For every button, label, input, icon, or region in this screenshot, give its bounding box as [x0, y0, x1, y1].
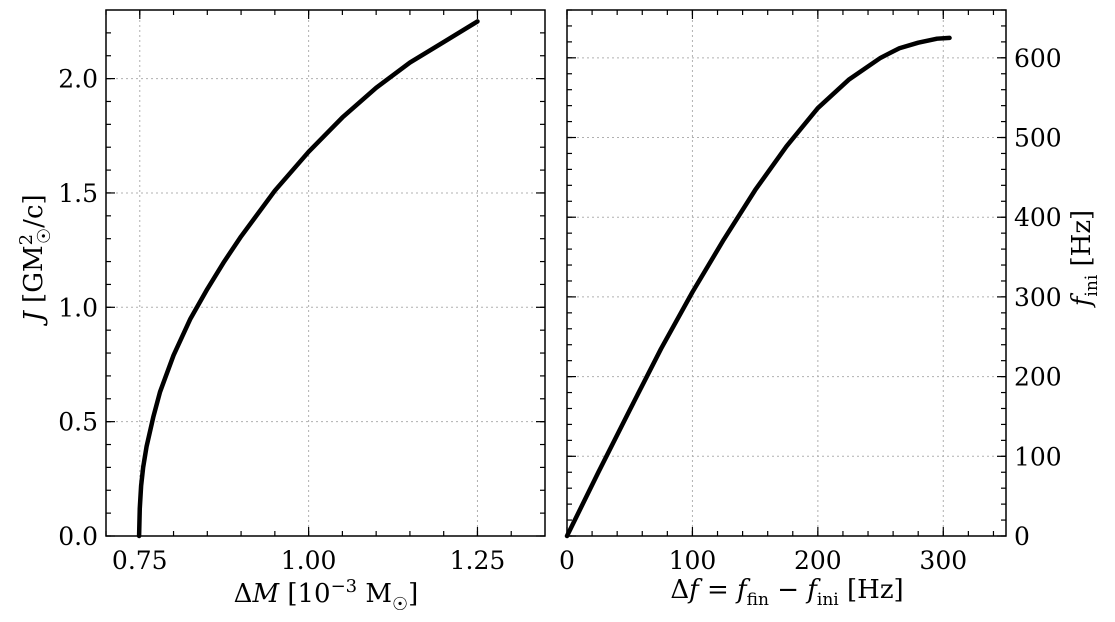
left-ytick-label: 1.0	[58, 293, 98, 322]
right-ticks	[566, 9, 1006, 537]
left-xtick-label: 1.00	[281, 546, 337, 575]
left-tick-labels: 0.75 1.00 1.25 0.0 0.5 1.0 1.5 2.0	[58, 65, 505, 575]
right-xtick-label: 300	[919, 546, 967, 575]
left-xtick-label: 0.75	[112, 546, 168, 575]
left-series-line	[136, 19, 480, 539]
left-xlabel: ΔM [10−3 M☉]	[234, 576, 419, 615]
right-xtick-label: 0	[559, 546, 575, 575]
right-series-line	[564, 35, 952, 539]
right-ylabel: fini [Hz]	[1067, 210, 1102, 308]
left-ytick-label: 0.0	[58, 522, 98, 551]
right-ytick-label: 300	[1014, 283, 1062, 312]
left-xtick-label: 1.25	[450, 546, 506, 575]
left-panel: 0.75 1.00 1.25 0.0 0.5 1.0 1.5 2.0 ΔM [10−3 M☉]…	[16, 9, 546, 615]
left-ytick-label: 0.5	[58, 408, 98, 437]
left-plot-frame	[105, 9, 546, 537]
left-ytick-label: 2.0	[58, 65, 98, 94]
right-xlabel: Δf = ffin − fini [Hz]	[670, 575, 903, 610]
right-ytick-label: 600	[1014, 44, 1062, 73]
right-plot-frame	[566, 9, 1007, 537]
right-xtick-label: 200	[794, 546, 842, 575]
right-ytick-label: 200	[1014, 363, 1062, 392]
right-ytick-label: 500	[1014, 124, 1062, 153]
left-ylabel: J [GM2☉/c]	[16, 194, 55, 326]
right-grid	[566, 10, 1006, 537]
right-xtick-label: 100	[669, 546, 717, 575]
left-ticks	[105, 10, 545, 537]
right-tick-labels: 0 100 200 300 0 100 200 300 400 500 600	[559, 44, 1062, 575]
left-ytick-label: 1.5	[58, 179, 98, 208]
right-panel: 0 100 200 300 0 100 200 300 400 500 600 Δf = ffin …	[559, 9, 1102, 610]
right-ytick-label: 400	[1014, 203, 1062, 232]
right-ytick-label: 100	[1014, 442, 1062, 471]
left-grid	[106, 10, 545, 537]
right-ytick-label: 0	[1014, 522, 1030, 551]
